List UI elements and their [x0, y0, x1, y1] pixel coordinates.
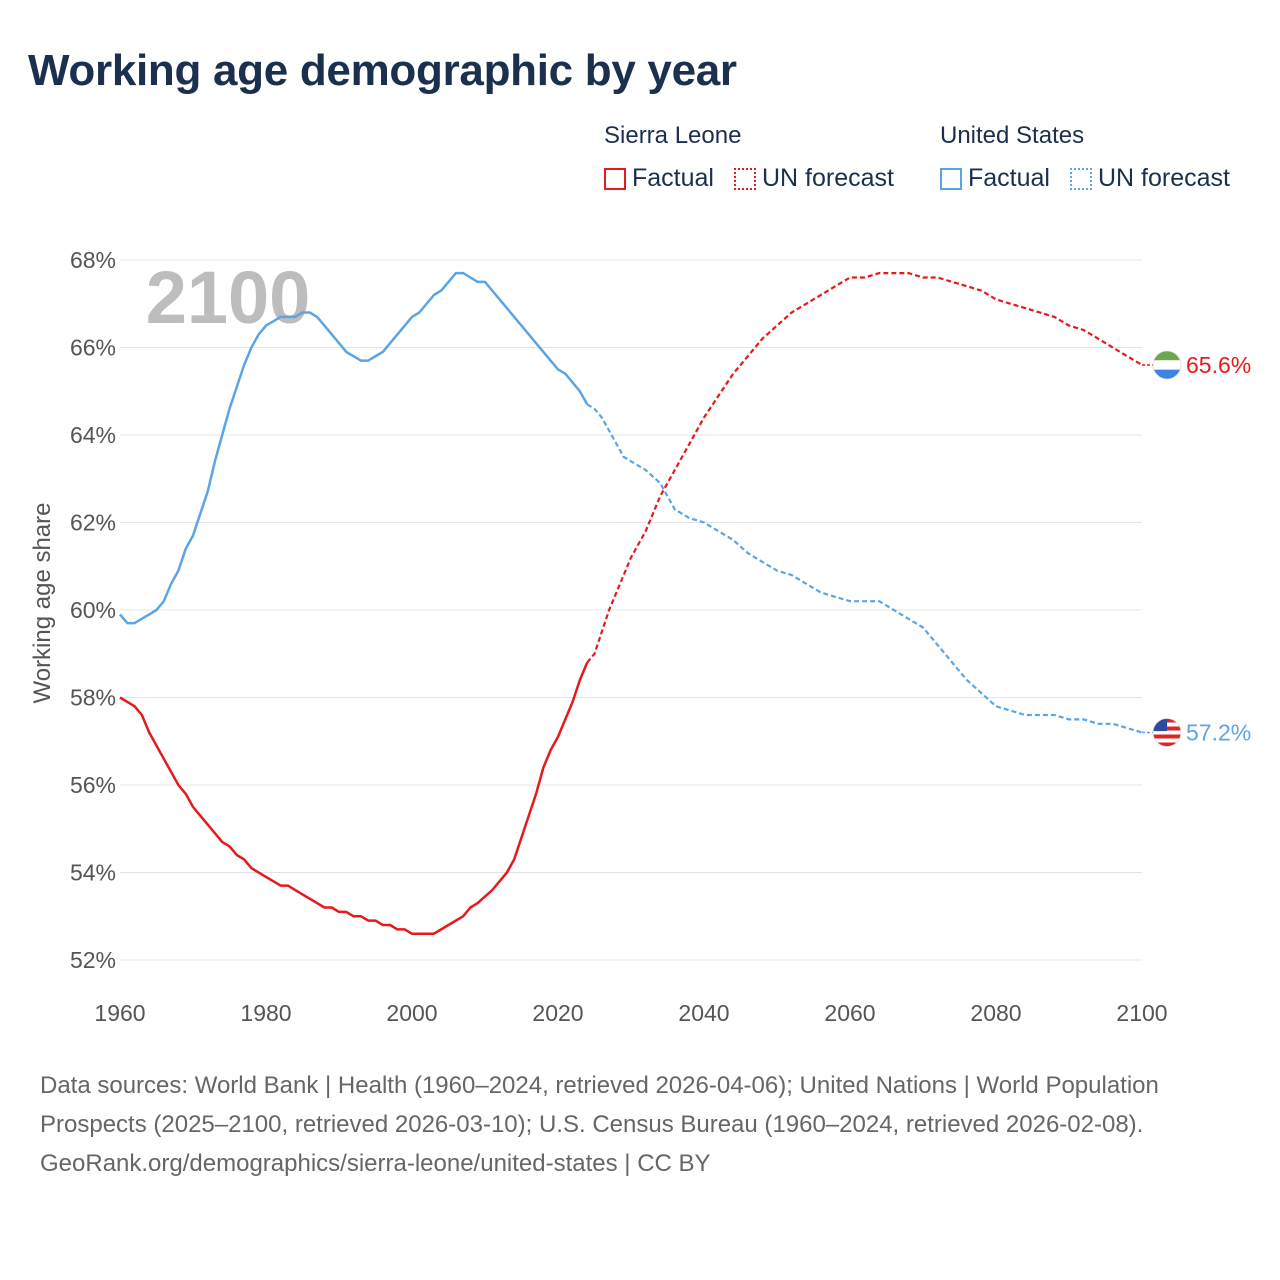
y-tick-label: 64% — [70, 422, 116, 448]
legend-item-united-states-forecast[interactable]: UN forecast — [1069, 164, 1230, 193]
y-tick-label: 54% — [70, 860, 116, 886]
legend-swatch-dotted-blue — [1069, 167, 1092, 190]
flag-outline — [1152, 350, 1182, 380]
y-tick-label: 58% — [70, 685, 116, 711]
flag-stripe — [1153, 742, 1181, 747]
series-line-united-states-forecast — [586, 403, 1143, 734]
footer: Data sources: World Bank | Health (1960–… — [40, 1066, 1230, 1183]
x-tick-label: 2040 — [678, 1000, 729, 1026]
legend-swatch-solid-blue — [940, 167, 962, 190]
y-axis: 52% 54% 56% 58% 60% 62% 64% 66% 68% — [70, 247, 116, 973]
legend-swatch-solid-red — [604, 167, 626, 190]
end-value-label-united-states: 57.2% — [1186, 720, 1251, 746]
year-watermark: 2100 — [146, 256, 311, 339]
y-tick-label: 52% — [70, 947, 116, 973]
line-chart: 2100 52% 54% 56% 58% 60% 62% 64% 66% 68% 1960 198… — [29, 247, 1251, 1026]
flag-outline — [1152, 718, 1182, 747]
grid — [120, 259, 1142, 961]
legend-item-united-states-factual[interactable]: Factual — [940, 164, 1050, 193]
united-states-flag-icon — [1152, 718, 1182, 747]
legend-item-sierra-leone-forecast[interactable]: UN forecast — [733, 164, 894, 193]
flag-stripe-blue — [1153, 369, 1181, 379]
y-axis-label: Working age share — [29, 503, 56, 704]
y-tick-label: 56% — [70, 772, 116, 798]
flag-stripe — [1153, 734, 1181, 739]
y-tick-label: 60% — [70, 597, 116, 623]
x-tick-label: 2000 — [386, 1000, 437, 1026]
x-tick-label: 1980 — [240, 1000, 291, 1026]
legend-label: UN forecast — [1097, 164, 1230, 192]
y-tick-label: 66% — [70, 335, 116, 361]
chart-title: Working age demographic by year — [28, 46, 737, 95]
series-line-sierra-leone-forecast — [586, 272, 1143, 664]
legend-country-sierra-leone: Sierra Leone — [604, 122, 742, 149]
sierra-leone-flag-icon — [1152, 350, 1182, 380]
y-tick-label: 62% — [70, 510, 116, 536]
legend-label: Factual — [968, 164, 1050, 192]
y-tick-label: 68% — [70, 247, 116, 273]
legend-group-sierra-leone: Sierra Leone Factual UN forecast — [604, 122, 894, 193]
series — [119, 271, 1143, 935]
x-tick-label: 2080 — [970, 1000, 1021, 1026]
series-line-sierra-leone-factual — [119, 662, 589, 935]
x-tick-label: 1960 — [94, 1000, 145, 1026]
flag-stripe — [1153, 738, 1181, 743]
legend-label: UN forecast — [761, 164, 894, 192]
legend-item-sierra-leone-factual[interactable]: Factual — [604, 164, 714, 193]
legend-swatch-dotted-red — [733, 167, 756, 190]
flag-stripe — [1153, 730, 1181, 735]
flag-stripe-green — [1153, 351, 1181, 361]
x-axis: 1960 1980 2000 2020 2040 2060 2080 2100 — [94, 1000, 1167, 1026]
legend-group-united-states: United States Factual UN forecast — [940, 122, 1230, 193]
legend-country-united-states: United States — [940, 122, 1085, 149]
end-value-label-sierra-leone: 65.6% — [1186, 352, 1251, 378]
end-labels: 65.6% 57.2% — [1142, 350, 1251, 747]
x-tick-label: 2020 — [532, 1000, 583, 1026]
x-tick-label: 2100 — [1116, 1000, 1167, 1026]
flag-stripe-white — [1153, 360, 1181, 370]
legend-label: Factual — [632, 164, 714, 192]
source-credit[interactable]: GeoRank.org/demographics/sierra-leone/un… — [40, 1150, 711, 1177]
x-tick-label: 2060 — [824, 1000, 875, 1026]
series-line-united-states-factual — [119, 271, 589, 625]
data-sources: Data sources: World Bank | Health (1960–… — [40, 1072, 1159, 1138]
